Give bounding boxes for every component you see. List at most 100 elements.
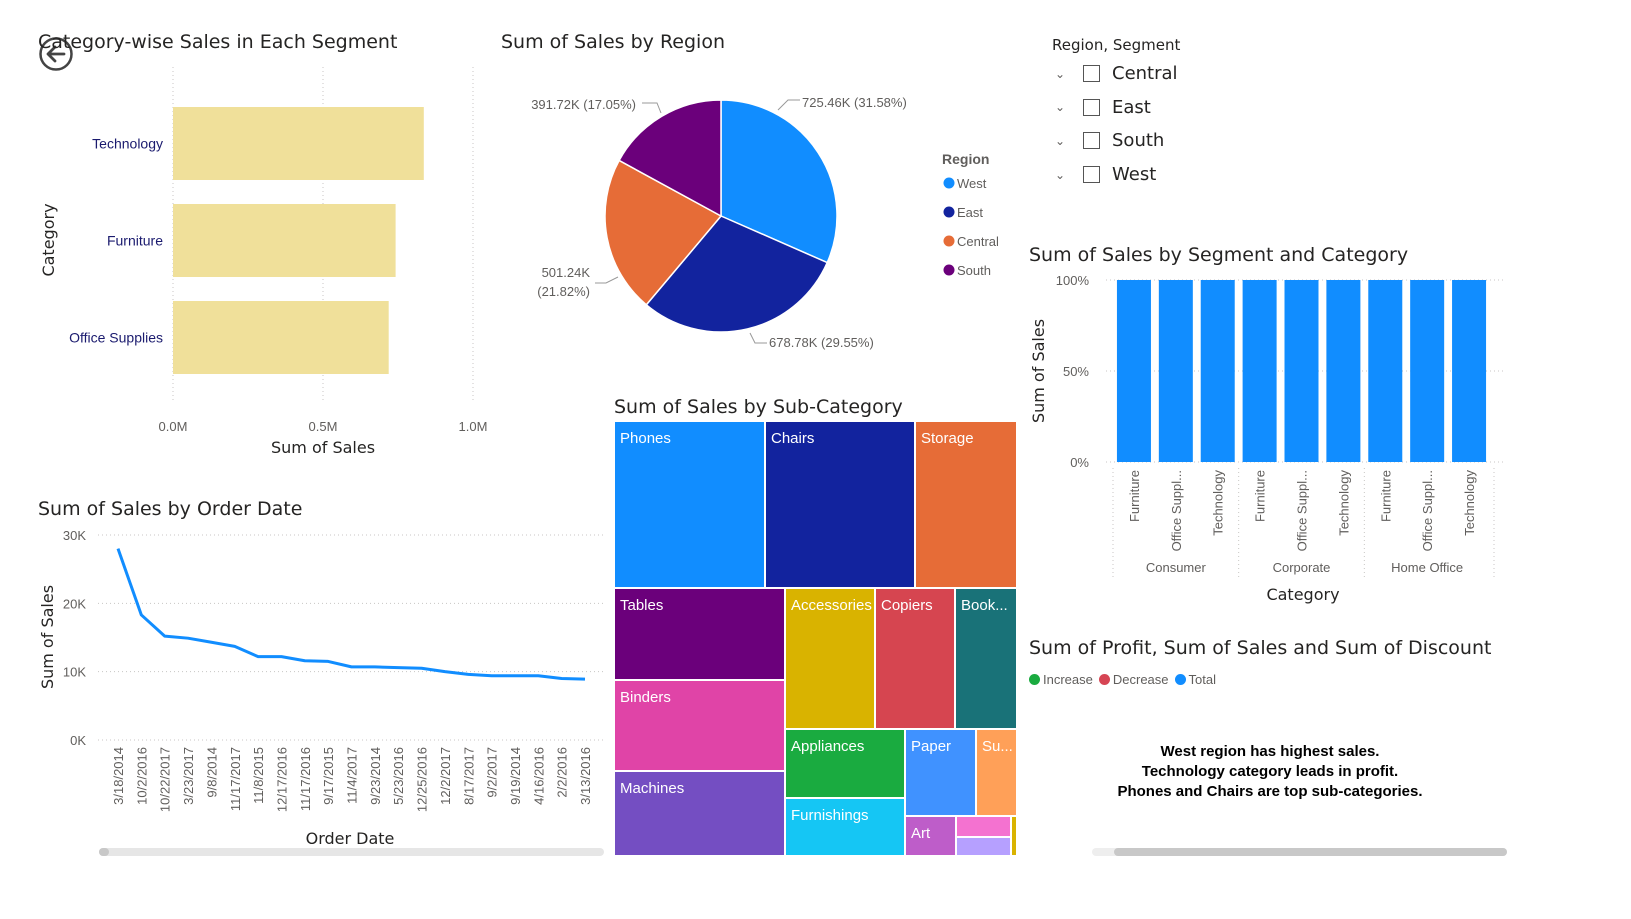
sales-line[interactable]: [116, 548, 586, 681]
waterfall-legend-item: Decrease: [1098, 672, 1169, 687]
column-bar[interactable]: [1410, 280, 1445, 462]
line-x-tick-label: 9/17/2015: [321, 747, 336, 805]
line-chart-scrollbar-thumb[interactable]: [99, 848, 109, 856]
subcategory-treemap[interactable]: Phones Chairs Storage Tables Binders Machines…: [613, 420, 1018, 857]
col-group-label: Corporate: [1273, 560, 1331, 575]
bar-x-tick-label: 0.0M: [159, 419, 188, 434]
treemap-tile[interactable]: [874, 587, 956, 730]
line-x-tick-label: 5/23/2016: [391, 747, 406, 805]
slicer-item-label: West: [1112, 164, 1157, 186]
checkbox[interactable]: [1083, 166, 1100, 184]
treemap-tile[interactable]: [613, 679, 786, 772]
insight-line-3: Phones and Chairs are top sub-categories…: [1117, 783, 1423, 800]
treemap-tile-small: [955, 815, 1012, 838]
slicer-item[interactable]: ⌄ Central: [1055, 63, 1178, 84]
chevron-down-icon[interactable]: ⌄: [1055, 133, 1066, 148]
pie-legend-marker: [943, 264, 955, 276]
line-x-tick-label: 12/25/2016: [415, 747, 430, 812]
checkbox[interactable]: [1083, 98, 1100, 116]
treemap-tile[interactable]: [613, 587, 786, 681]
segment-category-column-chart[interactable]: 0% 50% 100% Furniture Office Suppl... Technol…: [1025, 268, 1545, 618]
waterfall-legend-item: Total: [1174, 672, 1216, 687]
treemap-tile[interactable]: [954, 587, 1018, 730]
pie-leader-line: [777, 99, 800, 111]
checkbox[interactable]: [1083, 65, 1100, 82]
checkbox[interactable]: [1083, 132, 1100, 150]
pie-legend-label: East: [957, 205, 983, 220]
pie-leader-line: [642, 102, 662, 114]
col-x-axis-title: Category: [1266, 585, 1339, 604]
treemap-tile[interactable]: [975, 728, 1018, 817]
column-bar[interactable]: [1200, 280, 1235, 462]
line-x-tick-label: 9/8/2014: [204, 747, 219, 798]
line-x-axis-title: Order Date: [306, 829, 395, 848]
line-x-tick-label: 9/23/2014: [368, 747, 383, 805]
treemap-label: Book...: [961, 597, 1008, 614]
pie-slice[interactable]: [645, 215, 829, 333]
back-arrow-icon: [39, 37, 73, 71]
pie-legend-title: Region: [942, 151, 989, 167]
column-bar[interactable]: [1284, 280, 1319, 462]
treemap-label: Su...: [982, 738, 1013, 755]
waterfall-scrollbar-thumb[interactable]: [1114, 848, 1507, 856]
pie-slice[interactable]: [604, 159, 723, 306]
line-chart-scrollbar-track[interactable]: [99, 848, 604, 856]
col-y-tick-label: 0%: [1070, 455, 1089, 470]
bar-y-axis-title: Category: [39, 203, 58, 276]
column-bar[interactable]: [1158, 280, 1193, 462]
chevron-down-icon[interactable]: ⌄: [1055, 167, 1066, 182]
treemap-tile[interactable]: [613, 420, 766, 589]
treemap-label: Chairs: [771, 430, 814, 447]
column-bar[interactable]: [1242, 280, 1277, 462]
pie-data-label: 678.78K (29.55%): [769, 335, 874, 350]
pie-slice[interactable]: [618, 99, 722, 218]
insights-text: West region has highest sales. Technolog…: [1090, 742, 1450, 802]
treemap-tile[interactable]: [784, 728, 906, 799]
treemap-tile[interactable]: [914, 420, 1018, 589]
region-segment-slicer: Region, Segment: [1052, 36, 1252, 196]
bar[interactable]: [173, 204, 396, 277]
legend-label: Increase: [1043, 672, 1093, 687]
pie-leader-line: [595, 276, 619, 284]
region-pie-chart[interactable]: 725.46K (31.58%) 678.78K (29.55%) 501.24K (…: [500, 55, 1020, 375]
pie-legend-marker: [943, 177, 955, 189]
col-y-tick-label: 50%: [1063, 364, 1089, 379]
col-y-axis-title: Sum of Sales: [1029, 319, 1048, 423]
column-bar[interactable]: [1368, 280, 1403, 462]
slicer-item[interactable]: ⌄ South: [1055, 130, 1164, 151]
column-bar[interactable]: [1326, 280, 1361, 462]
chevron-down-icon[interactable]: ⌄: [1055, 66, 1066, 81]
col-category-label: Furniture: [1253, 470, 1268, 522]
legend-label: Decrease: [1112, 672, 1169, 687]
treemap-label: Art: [911, 825, 931, 842]
treemap-tile[interactable]: [784, 797, 906, 857]
waterfall-title: Sum of Profit, Sum of Sales and Sum of D…: [1029, 637, 1492, 659]
pie-legend-label: South: [957, 263, 991, 278]
slicer-item[interactable]: ⌄ West: [1055, 164, 1156, 185]
treemap-label: Storage: [921, 430, 974, 447]
order-date-line-chart[interactable]: 0K 10K 20K 30K 3/18/2014 10/2/2016 10/22/2017 3…: [30, 522, 620, 852]
pie-legend-marker: [943, 235, 955, 247]
treemap-title: Sum of Sales by Sub-Category: [614, 396, 903, 418]
slicer-item[interactable]: ⌄ East: [1055, 97, 1151, 118]
slicer-item-label: South: [1112, 130, 1165, 152]
treemap-tile[interactable]: [784, 587, 876, 730]
treemap-tile[interactable]: [904, 728, 977, 817]
bar[interactable]: [173, 301, 389, 374]
column-bar[interactable]: [1116, 280, 1151, 462]
treemap-tile[interactable]: [764, 420, 916, 589]
line-x-tick-label: 2/2/2016: [555, 747, 570, 798]
line-x-tick-label: 11/4/2017: [345, 747, 360, 804]
category-bar-chart[interactable]: 0.0M 0.5M 1.0M Technology Furniture Office Su…: [30, 55, 530, 475]
bar-category-label: Technology: [92, 136, 163, 152]
treemap-label: Tables: [620, 597, 663, 614]
pie-slice[interactable]: [720, 99, 838, 264]
treemap-label: Furnishings: [791, 807, 869, 824]
col-category-label: Technology: [1211, 470, 1226, 536]
bar[interactable]: [173, 107, 424, 180]
chevron-down-icon[interactable]: ⌄: [1055, 100, 1066, 115]
back-button[interactable]: [38, 36, 74, 72]
treemap-tile[interactable]: [904, 815, 957, 857]
bar-category-label: Office Supplies: [69, 330, 163, 346]
column-bar[interactable]: [1452, 280, 1487, 462]
